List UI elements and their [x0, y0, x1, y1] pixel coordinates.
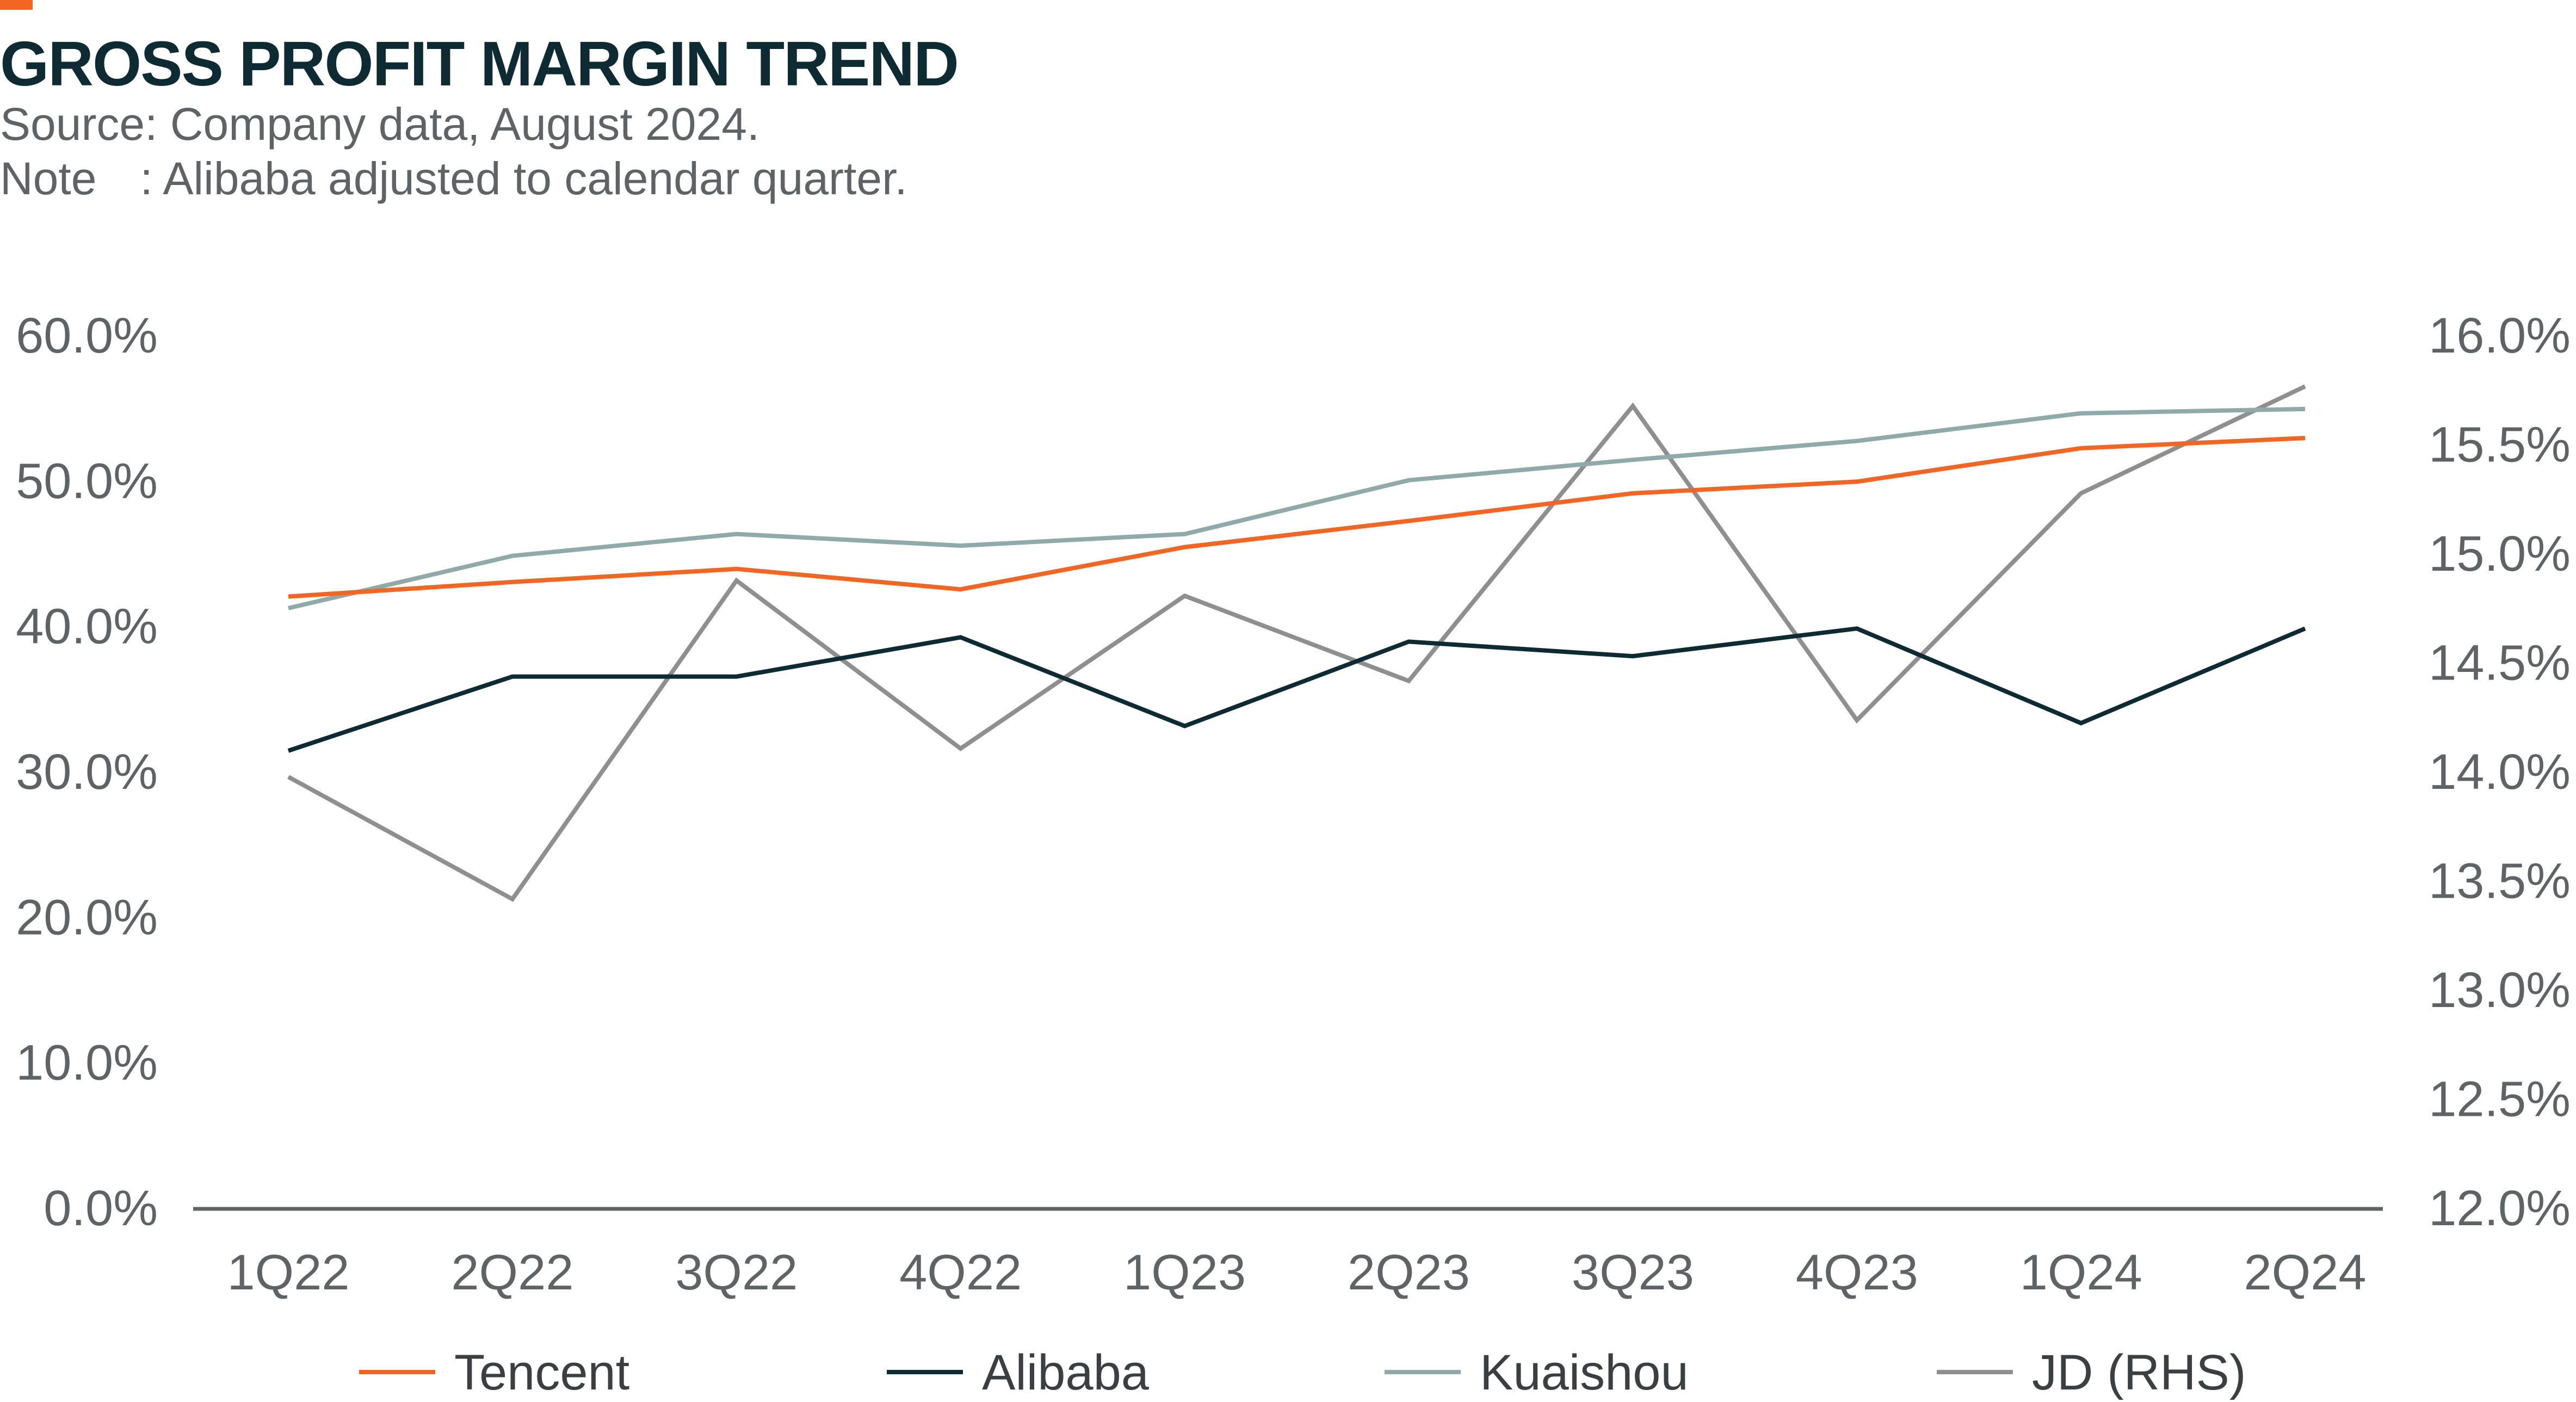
- left-tick-label: 0.0%: [44, 1181, 158, 1236]
- x-tick-label: 2Q23: [1348, 1245, 1470, 1300]
- chart-title: GROSS PROFIT MARGIN TREND: [0, 28, 959, 99]
- right-tick-label: 15.5%: [2429, 417, 2571, 473]
- left-tick-label: 60.0%: [16, 308, 158, 363]
- legend-label: Alibaba: [982, 1345, 1150, 1400]
- x-tick-label: 3Q22: [675, 1245, 798, 1300]
- legend: Tencent Alibaba Kuaishou JD (RHS): [359, 1345, 2246, 1400]
- left-tick-label: 40.0%: [16, 599, 158, 654]
- x-axis: 1Q22 2Q22 3Q22 4Q22 1Q23 2Q23 3Q23 4Q23 1Q24 2Q24: [193, 1207, 2383, 1300]
- x-tick-label: 3Q23: [1572, 1245, 1694, 1300]
- note-body: : Alibaba adjusted to calendar quarter.: [140, 153, 907, 204]
- note-text: Note : Alibaba adjusted to calendar quart…: [0, 152, 907, 205]
- accent-bar: [0, 0, 33, 10]
- right-tick-label: 12.0%: [2429, 1181, 2571, 1236]
- x-tick-label: 4Q23: [1796, 1245, 1918, 1300]
- right-tick-label: 15.0%: [2429, 526, 2571, 582]
- x-tick-label: 2Q24: [2244, 1245, 2366, 1300]
- x-tick-label: 1Q22: [227, 1245, 349, 1300]
- right-tick-label: 14.5%: [2429, 635, 2571, 691]
- series-layer: [287, 384, 2306, 902]
- right-axis: 12.0% 12.5% 13.0% 13.5% 14.0% 14.5% 15.0% 15.5%…: [2429, 308, 2571, 1236]
- right-tick-label: 13.5%: [2429, 854, 2571, 909]
- right-tick-label: 12.5%: [2429, 1072, 2571, 1127]
- x-tick-label: 1Q23: [1123, 1245, 1246, 1300]
- left-tick-label: 10.0%: [16, 1035, 158, 1091]
- left-tick-label: 20.0%: [16, 890, 158, 945]
- right-tick-label: 16.0%: [2429, 308, 2571, 363]
- series-line-jd-rhs: [287, 384, 2306, 902]
- left-tick-label: 30.0%: [16, 744, 158, 800]
- series-line-kuaishou: [288, 406, 2306, 610]
- note-label: Note: [0, 153, 97, 204]
- x-tick-label: 4Q22: [899, 1245, 1022, 1300]
- right-tick-label: 13.0%: [2429, 962, 2571, 1018]
- source-text: Source: Company data, August 2024.: [0, 98, 760, 150]
- legend-label: Kuaishou: [1480, 1345, 1689, 1400]
- legend-label: Tencent: [454, 1345, 629, 1400]
- series-line-alibaba: [287, 626, 2306, 753]
- legend-label: JD (RHS): [2032, 1345, 2246, 1400]
- left-axis: 0.0% 10.0% 20.0% 30.0% 40.0% 50.0% 60.0%: [16, 308, 158, 1236]
- series-line-tencent: [288, 436, 2306, 599]
- x-tick-label: 2Q22: [451, 1245, 573, 1300]
- right-tick-label: 14.0%: [2429, 744, 2571, 800]
- x-tick-label: 1Q24: [2020, 1245, 2142, 1300]
- left-tick-label: 50.0%: [16, 453, 158, 509]
